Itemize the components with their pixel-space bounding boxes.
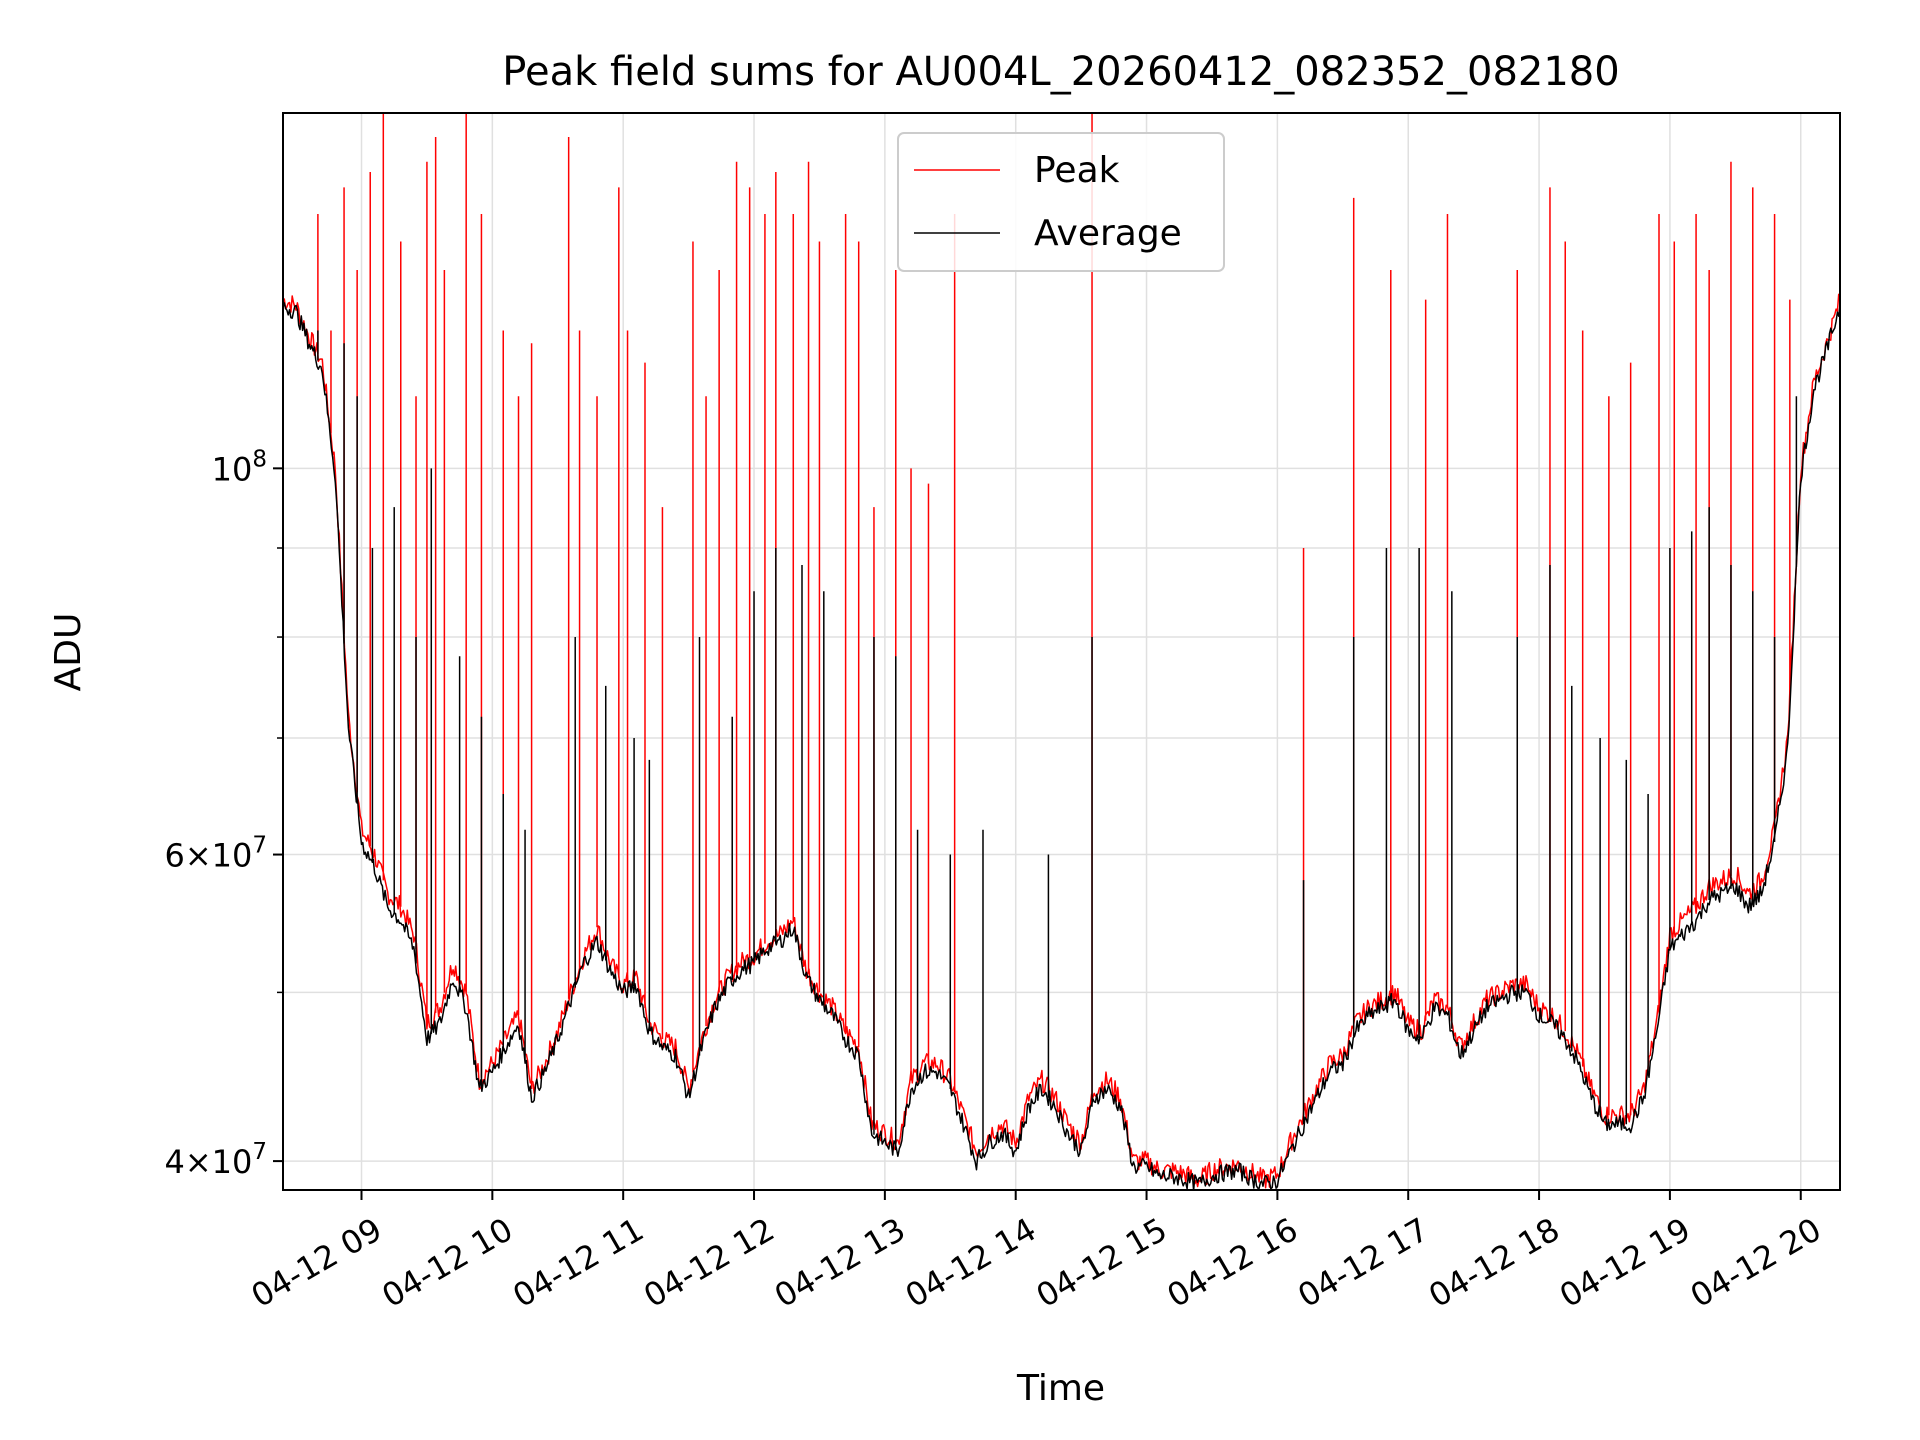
plot-frame — [282, 112, 1841, 1191]
legend-average-label: Average — [1034, 213, 1182, 254]
y-tick-label: 4×107 — [164, 1139, 267, 1181]
legend-peak-label: Peak — [1034, 150, 1120, 191]
series-layer — [283, 113, 1840, 1190]
y-axis-ticks: 108 6×107 4×107 — [164, 446, 283, 1181]
series-group — [283, 113, 1840, 1190]
legend-box — [897, 132, 1225, 272]
y-axis-label: ADU — [48, 613, 89, 692]
series-line-average — [283, 302, 1840, 1190]
y-tick-label: 6×107 — [164, 833, 267, 875]
chart-title: Peak field sums for AU004L_20260412_0823… — [502, 49, 1619, 95]
x-axis-label: Time — [1016, 1368, 1105, 1409]
legend: Peak Average — [897, 132, 1225, 272]
y-tick-label: 108 — [212, 446, 267, 488]
